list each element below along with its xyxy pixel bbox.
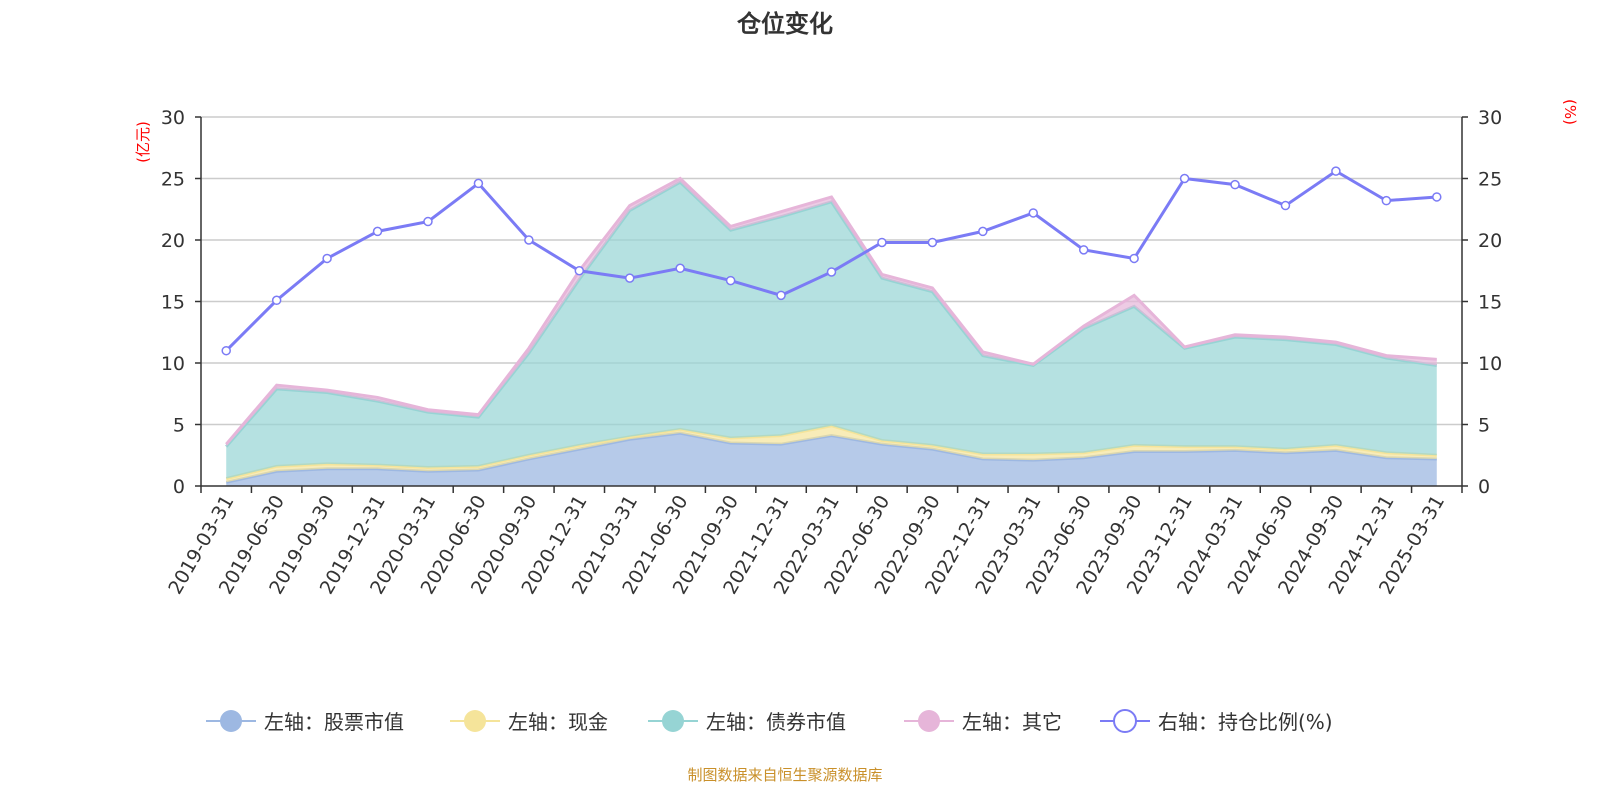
ratio-point bbox=[675, 263, 685, 274]
ratio-point bbox=[271, 295, 282, 306]
legend-marker bbox=[464, 710, 486, 732]
legend-marker bbox=[220, 710, 242, 732]
left-tick-label: 20 bbox=[161, 230, 185, 252]
ratio-point bbox=[1381, 195, 1392, 206]
area-0 bbox=[226, 433, 1437, 486]
legend-label: 左轴：现金 bbox=[508, 710, 608, 734]
right-tick-label: 5 bbox=[1478, 415, 1490, 437]
ratio-point bbox=[877, 237, 887, 248]
legend-marker bbox=[662, 710, 684, 732]
legend-label: 右轴：持仓比例(%) bbox=[1158, 710, 1333, 734]
ratio-point bbox=[624, 273, 635, 283]
footer-source: 制图数据来自恒生聚源数据库 bbox=[687, 766, 882, 784]
ratio-point bbox=[826, 267, 837, 277]
right-tick-label: 10 bbox=[1478, 353, 1502, 375]
legend: 左轴：股票市值 左轴：现金 左轴：债券市值 左轴：其它 右轴：持仓比例(%) bbox=[206, 709, 1333, 734]
area-edge-3 bbox=[225, 176, 1437, 446]
ratio-point bbox=[776, 290, 786, 301]
left-tick-label: 0 bbox=[173, 476, 185, 498]
ratio-point bbox=[1280, 200, 1291, 211]
ratio-point bbox=[372, 226, 383, 237]
left-tick-label: 25 bbox=[161, 169, 185, 191]
right-tick-label: 25 bbox=[1478, 169, 1502, 191]
right-axis-unit: (%) bbox=[1561, 99, 1579, 125]
ratio-point bbox=[725, 275, 736, 286]
right-tick-label: 30 bbox=[1478, 107, 1502, 129]
left-tick-label: 5 bbox=[173, 415, 185, 437]
legend-label: 左轴：股票市值 bbox=[264, 710, 404, 734]
ratio-point bbox=[978, 226, 988, 237]
ratio-point bbox=[1230, 179, 1240, 190]
left-tick-label: 15 bbox=[161, 292, 185, 314]
left-tick-label: 30 bbox=[161, 107, 185, 129]
legend-label: 左轴：债券市值 bbox=[706, 710, 846, 734]
right-tick-label: 15 bbox=[1478, 292, 1502, 314]
ratio-point bbox=[574, 266, 585, 276]
right-tick-label: 0 bbox=[1478, 476, 1490, 498]
ratio-point bbox=[322, 253, 332, 264]
ratio-point bbox=[473, 178, 484, 189]
ratio-point bbox=[423, 216, 433, 227]
left-tick-label: 10 bbox=[161, 353, 185, 375]
legend-label: 左轴：其它 bbox=[962, 710, 1062, 734]
ratio-point bbox=[1078, 245, 1089, 255]
ratio-point bbox=[1129, 253, 1139, 264]
ratio-point bbox=[1179, 173, 1190, 184]
right-tick-label: 20 bbox=[1478, 230, 1502, 252]
ratio-point bbox=[927, 237, 938, 248]
ratio-point bbox=[221, 345, 231, 356]
legend-marker bbox=[918, 710, 940, 732]
legend-marker bbox=[1113, 709, 1137, 733]
left-axis-unit: (亿元) bbox=[134, 121, 152, 163]
ratio-point bbox=[1331, 166, 1341, 176]
ratio-point bbox=[1432, 192, 1442, 202]
area-2 bbox=[226, 182, 1437, 479]
chart-title: 仓位变化 bbox=[736, 10, 833, 38]
ratio-point bbox=[1028, 208, 1039, 218]
stacked-areas bbox=[225, 176, 1437, 486]
ratio-point bbox=[524, 235, 534, 245]
ratio-line bbox=[221, 166, 1442, 356]
